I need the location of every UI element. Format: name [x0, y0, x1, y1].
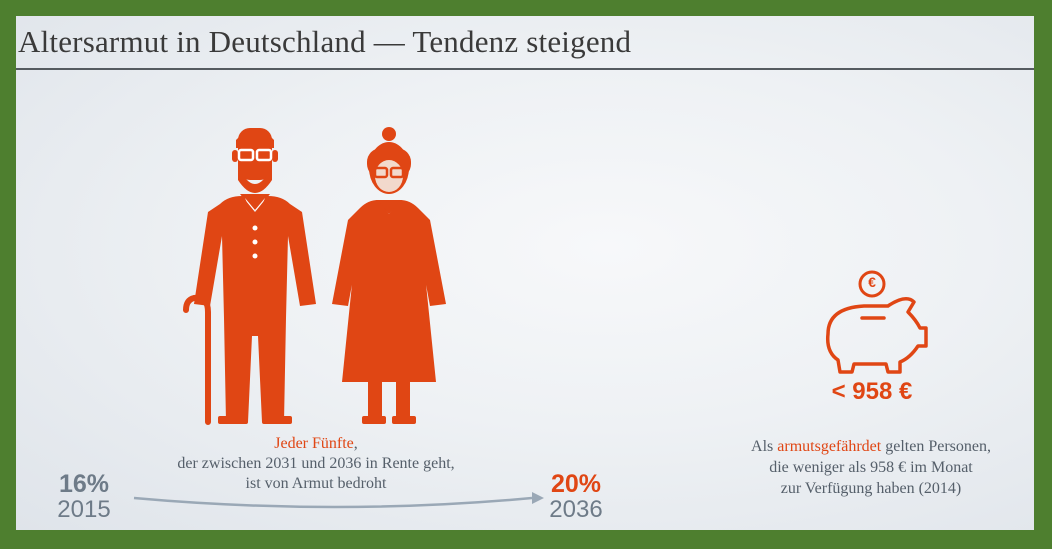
right-caption-line-1: Als armutsgefährdet gelten Personen, — [706, 436, 1034, 457]
euro-coin-symbol: € — [868, 274, 876, 290]
right-caption-line-2: die weniger als 958 € im Monat — [769, 459, 973, 476]
trend-arrow-icon — [133, 492, 544, 509]
right-caption-prefix: Als — [751, 438, 778, 455]
caption-line-1: Jeder Fünfte, — [116, 434, 516, 454]
stat-2036-percent: 20% — [550, 470, 602, 498]
euro-coin-icon — [858, 270, 886, 298]
stat-2015-percent: 16% — [58, 470, 110, 498]
elderly-man-icon — [194, 128, 316, 424]
stat-2015: 16% 2015 — [44, 471, 124, 523]
stat-2036: 20% 2036 — [536, 471, 616, 523]
caption-highlight: Jeder Fünfte — [274, 435, 354, 452]
left-caption: Jeder Fünfte, der zwischen 2031 und 2036… — [116, 434, 516, 494]
right-caption-highlight: armutsgefährdet — [777, 438, 882, 455]
illustration-layer — [133, 127, 928, 509]
elderly-woman-icon — [332, 127, 446, 424]
right-caption: Als armutsgefährdet gelten Personen, die… — [706, 436, 1034, 499]
title-divider — [16, 68, 1034, 70]
stat-2036-year: 2036 — [549, 496, 603, 523]
right-caption-line-3: zur Verfügung haben (2014) — [780, 480, 962, 497]
stat-2015-year: 2015 — [57, 496, 111, 523]
caption-line-3: ist von Armut bedroht — [245, 475, 387, 492]
walking-cane-icon — [183, 294, 211, 425]
piggy-bank-icon — [825, 297, 928, 374]
caption-line-2: der zwischen 2031 und 2036 in Rente geht… — [177, 455, 455, 472]
page-title: Altersarmut in Deutschland — Tendenz ste… — [18, 24, 632, 59]
poverty-threshold-amount: < 958 € — [831, 378, 913, 405]
right-caption-suffix: gelten Personen, — [881, 438, 991, 455]
caption-comma: , — [353, 435, 358, 452]
infographic-panel: Altersarmut in Deutschland — Tendenz ste… — [16, 16, 1034, 530]
